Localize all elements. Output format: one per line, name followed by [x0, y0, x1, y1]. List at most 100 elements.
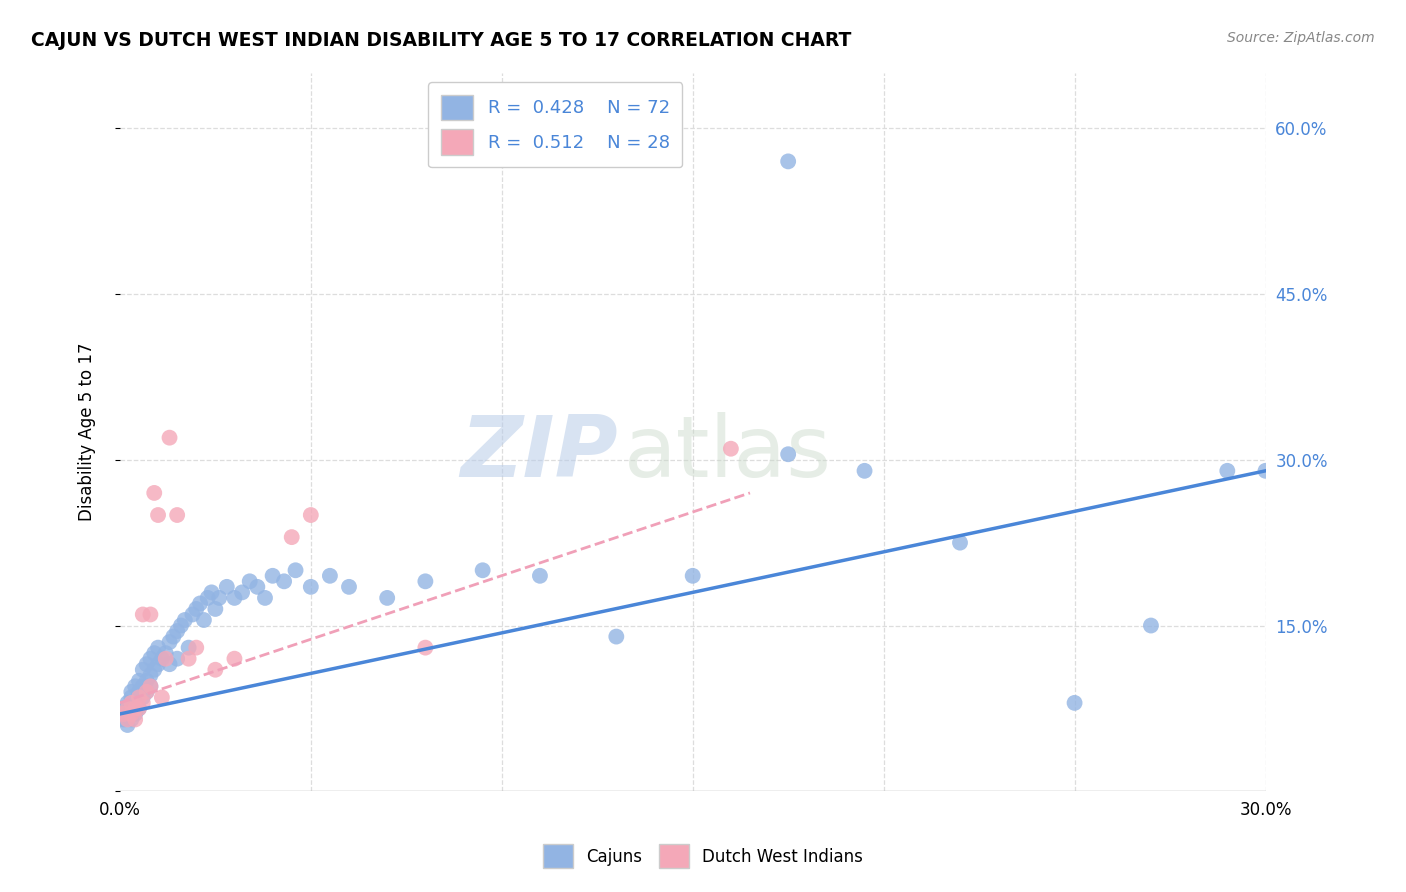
Point — [143, 646, 166, 660]
Text: atlas: atlas — [624, 412, 832, 495]
Point — [112, 701, 135, 715]
Point — [186, 602, 208, 616]
Point — [204, 663, 226, 677]
Point — [162, 630, 184, 644]
Point — [159, 635, 181, 649]
Point — [224, 651, 246, 665]
Point — [128, 701, 150, 715]
Point — [280, 530, 302, 544]
Point — [720, 442, 742, 456]
Point — [273, 574, 295, 589]
Point — [117, 696, 139, 710]
Point — [166, 508, 188, 522]
Point — [132, 607, 155, 622]
Point — [170, 618, 193, 632]
Point — [253, 591, 276, 605]
Point — [128, 685, 150, 699]
Point — [124, 701, 146, 715]
Point — [155, 646, 177, 660]
Point — [124, 696, 146, 710]
Point — [193, 613, 215, 627]
Point — [120, 690, 142, 705]
Point — [112, 706, 135, 721]
Point — [1140, 618, 1163, 632]
Point — [1216, 464, 1239, 478]
Y-axis label: Disability Age 5 to 17: Disability Age 5 to 17 — [79, 343, 96, 522]
Point — [159, 657, 181, 672]
Point — [177, 651, 200, 665]
Point — [146, 640, 169, 655]
Point — [529, 569, 551, 583]
Point — [375, 591, 398, 605]
Point — [682, 569, 704, 583]
Point — [124, 706, 146, 721]
Point — [415, 574, 437, 589]
Point — [949, 535, 972, 549]
Point — [215, 580, 238, 594]
Point — [132, 696, 155, 710]
Point — [208, 591, 231, 605]
Point — [135, 685, 157, 699]
Point — [120, 706, 142, 721]
Point — [128, 701, 150, 715]
Point — [132, 690, 155, 705]
Point — [284, 563, 307, 577]
Point — [186, 640, 208, 655]
Point — [139, 679, 162, 693]
Point — [778, 154, 800, 169]
Point — [120, 701, 142, 715]
Point — [150, 690, 173, 705]
Point — [197, 591, 219, 605]
Point — [299, 580, 322, 594]
Point — [181, 607, 204, 622]
Legend: R =  0.428    N = 72, R =  0.512    N = 28: R = 0.428 N = 72, R = 0.512 N = 28 — [427, 82, 682, 168]
Point — [204, 602, 226, 616]
Point — [124, 713, 146, 727]
Point — [337, 580, 360, 594]
Point — [1254, 464, 1277, 478]
Point — [128, 690, 150, 705]
Point — [166, 651, 188, 665]
Point — [135, 673, 157, 688]
Point — [117, 706, 139, 721]
Point — [128, 673, 150, 688]
Text: ZIP: ZIP — [461, 412, 619, 495]
Point — [139, 679, 162, 693]
Text: CAJUN VS DUTCH WEST INDIAN DISABILITY AGE 5 TO 17 CORRELATION CHART: CAJUN VS DUTCH WEST INDIAN DISABILITY AG… — [31, 31, 851, 50]
Point — [166, 624, 188, 638]
Legend: Cajuns, Dutch West Indians: Cajuns, Dutch West Indians — [536, 838, 870, 875]
Point — [139, 607, 162, 622]
Point — [224, 591, 246, 605]
Point — [146, 508, 169, 522]
Point — [146, 657, 169, 672]
Point — [319, 569, 342, 583]
Point — [188, 596, 211, 610]
Point — [143, 486, 166, 500]
Point — [177, 640, 200, 655]
Text: Source: ZipAtlas.com: Source: ZipAtlas.com — [1227, 31, 1375, 45]
Point — [200, 585, 222, 599]
Point — [231, 585, 253, 599]
Point — [135, 685, 157, 699]
Point — [132, 663, 155, 677]
Point — [120, 696, 142, 710]
Point — [139, 651, 162, 665]
Point — [155, 651, 177, 665]
Point — [299, 508, 322, 522]
Point — [246, 580, 269, 594]
Point — [1063, 696, 1085, 710]
Point — [117, 718, 139, 732]
Point — [135, 657, 157, 672]
Point — [239, 574, 262, 589]
Point — [143, 663, 166, 677]
Point — [117, 713, 139, 727]
Point — [415, 640, 437, 655]
Point — [112, 713, 135, 727]
Point — [117, 701, 139, 715]
Point — [139, 668, 162, 682]
Point — [173, 613, 195, 627]
Point — [124, 679, 146, 693]
Point — [605, 630, 627, 644]
Point — [120, 713, 142, 727]
Point — [159, 431, 181, 445]
